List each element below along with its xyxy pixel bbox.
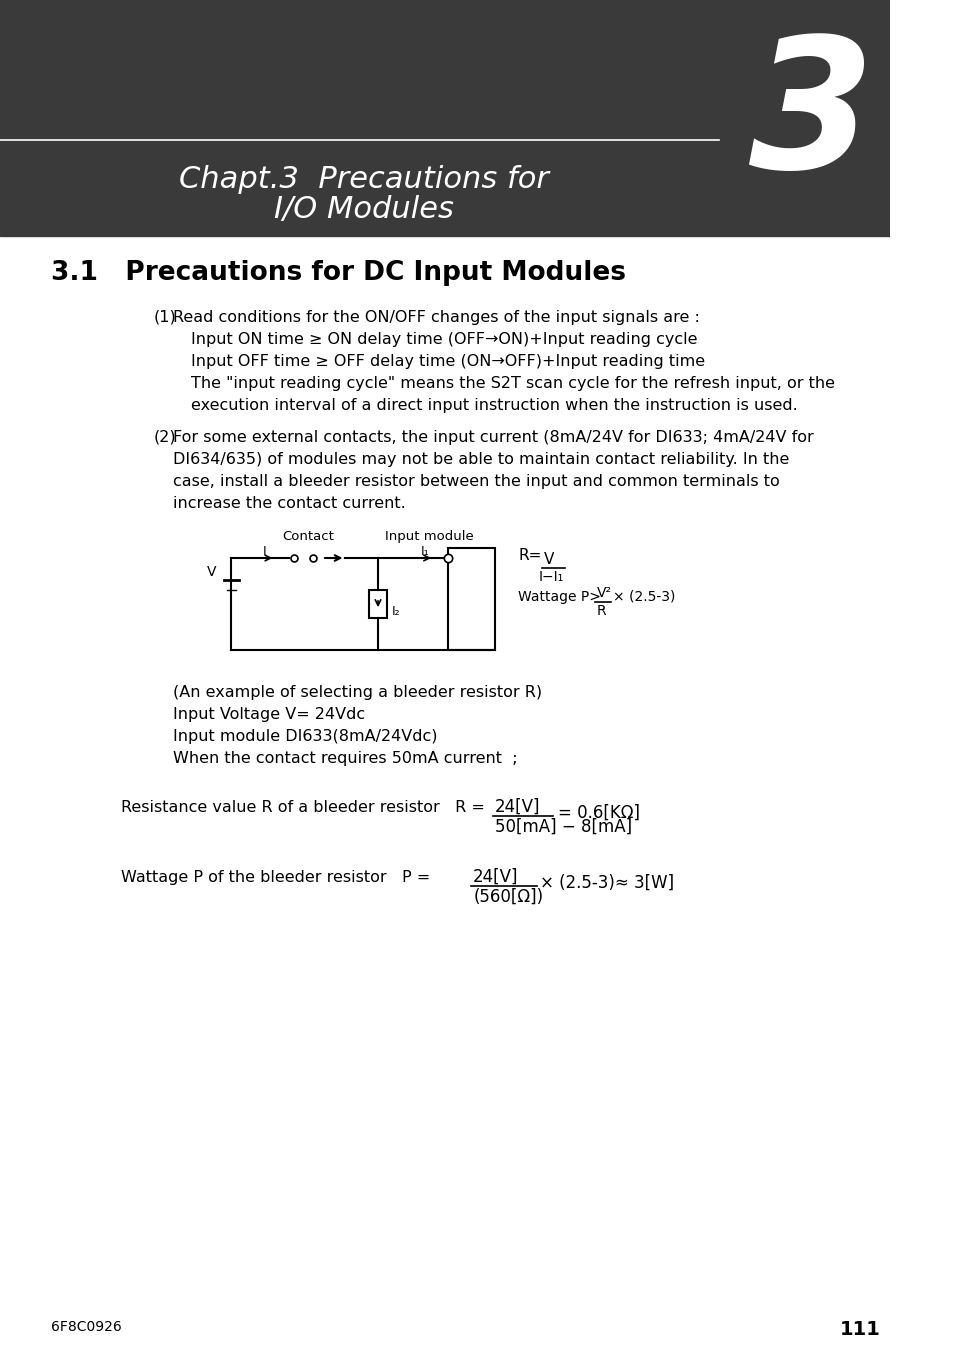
Text: (560[Ω]): (560[Ω]) [473,888,543,907]
Text: V: V [543,553,554,567]
Text: Input ON time ≥ ON delay time (OFF→ON)+Input reading cycle: Input ON time ≥ ON delay time (OFF→ON)+I… [192,332,697,347]
Text: When the contact requires 50mA current  ;: When the contact requires 50mA current ; [172,751,517,766]
Text: I−I₁: I−I₁ [538,570,563,584]
Text: × (2.5-3)≈ 3[W]: × (2.5-3)≈ 3[W] [540,874,674,892]
Text: execution interval of a direct input instruction when the instruction is used.: execution interval of a direct input ins… [192,399,798,413]
Text: (2): (2) [153,430,176,444]
Text: Wattage P>: Wattage P> [517,590,600,604]
Bar [448,549,495,650]
Text: I₁: I₁ [420,544,429,558]
Text: V²: V² [597,586,612,600]
Text: (An example of selecting a bleeder resistor R): (An example of selecting a bleeder resis… [172,685,541,700]
Text: Read conditions for the ON/OFF changes of the input signals are :: Read conditions for the ON/OFF changes o… [172,309,699,326]
Text: case, install a bleeder resistor between the input and common terminals to: case, install a bleeder resistor between… [172,474,779,489]
Text: × (2.5-3): × (2.5-3) [613,590,675,604]
Text: Contact: Contact [282,530,334,543]
Text: (1): (1) [153,309,176,326]
Text: The "input reading cycle" means the S2T scan cycle for the refresh input, or the: The "input reading cycle" means the S2T … [192,376,835,390]
Text: V: V [207,565,216,580]
Text: R: R [596,604,605,617]
Text: I: I [262,544,266,558]
Text: 50[mA] − 8[mA]: 50[mA] − 8[mA] [495,817,631,836]
Text: DI634/635) of modules may not be able to maintain contact reliability. In the: DI634/635) of modules may not be able to… [172,453,788,467]
Bar [0,0,889,236]
Text: Chapt.3  Precautions for: Chapt.3 Precautions for [179,165,548,195]
Text: Input module DI633(8mA/24Vdc): Input module DI633(8mA/24Vdc) [172,730,436,744]
Text: 24[V]: 24[V] [495,798,539,816]
Bar [368,590,387,617]
Text: For some external contacts, the input current (8mA/24V for DI633; 4mA/24V for: For some external contacts, the input cu… [172,430,813,444]
Text: R=: R= [517,549,541,563]
Text: 6F8C0926: 6F8C0926 [51,1320,122,1333]
Text: I₂: I₂ [392,605,400,617]
Text: Input Voltage V= 24Vdc: Input Voltage V= 24Vdc [172,707,364,721]
Text: 3.1   Precautions for DC Input Modules: 3.1 Precautions for DC Input Modules [51,259,626,286]
Text: = 0.6[KΩ]: = 0.6[KΩ] [558,804,639,821]
Text: Input module: Input module [385,530,474,543]
Text: 111: 111 [840,1320,880,1339]
Text: 24[V]: 24[V] [473,867,518,886]
Text: increase the contact current.: increase the contact current. [172,496,405,511]
Text: Input OFF time ≥ OFF delay time (ON→OFF)+Input reading time: Input OFF time ≥ OFF delay time (ON→OFF)… [192,354,704,369]
Text: Wattage P of the bleeder resistor   P =: Wattage P of the bleeder resistor P = [121,870,430,885]
Text: Resistance value R of a bleeder resistor   R =: Resistance value R of a bleeder resistor… [121,800,485,815]
Text: I/O Modules: I/O Modules [274,195,454,224]
Text: 3: 3 [748,30,874,205]
